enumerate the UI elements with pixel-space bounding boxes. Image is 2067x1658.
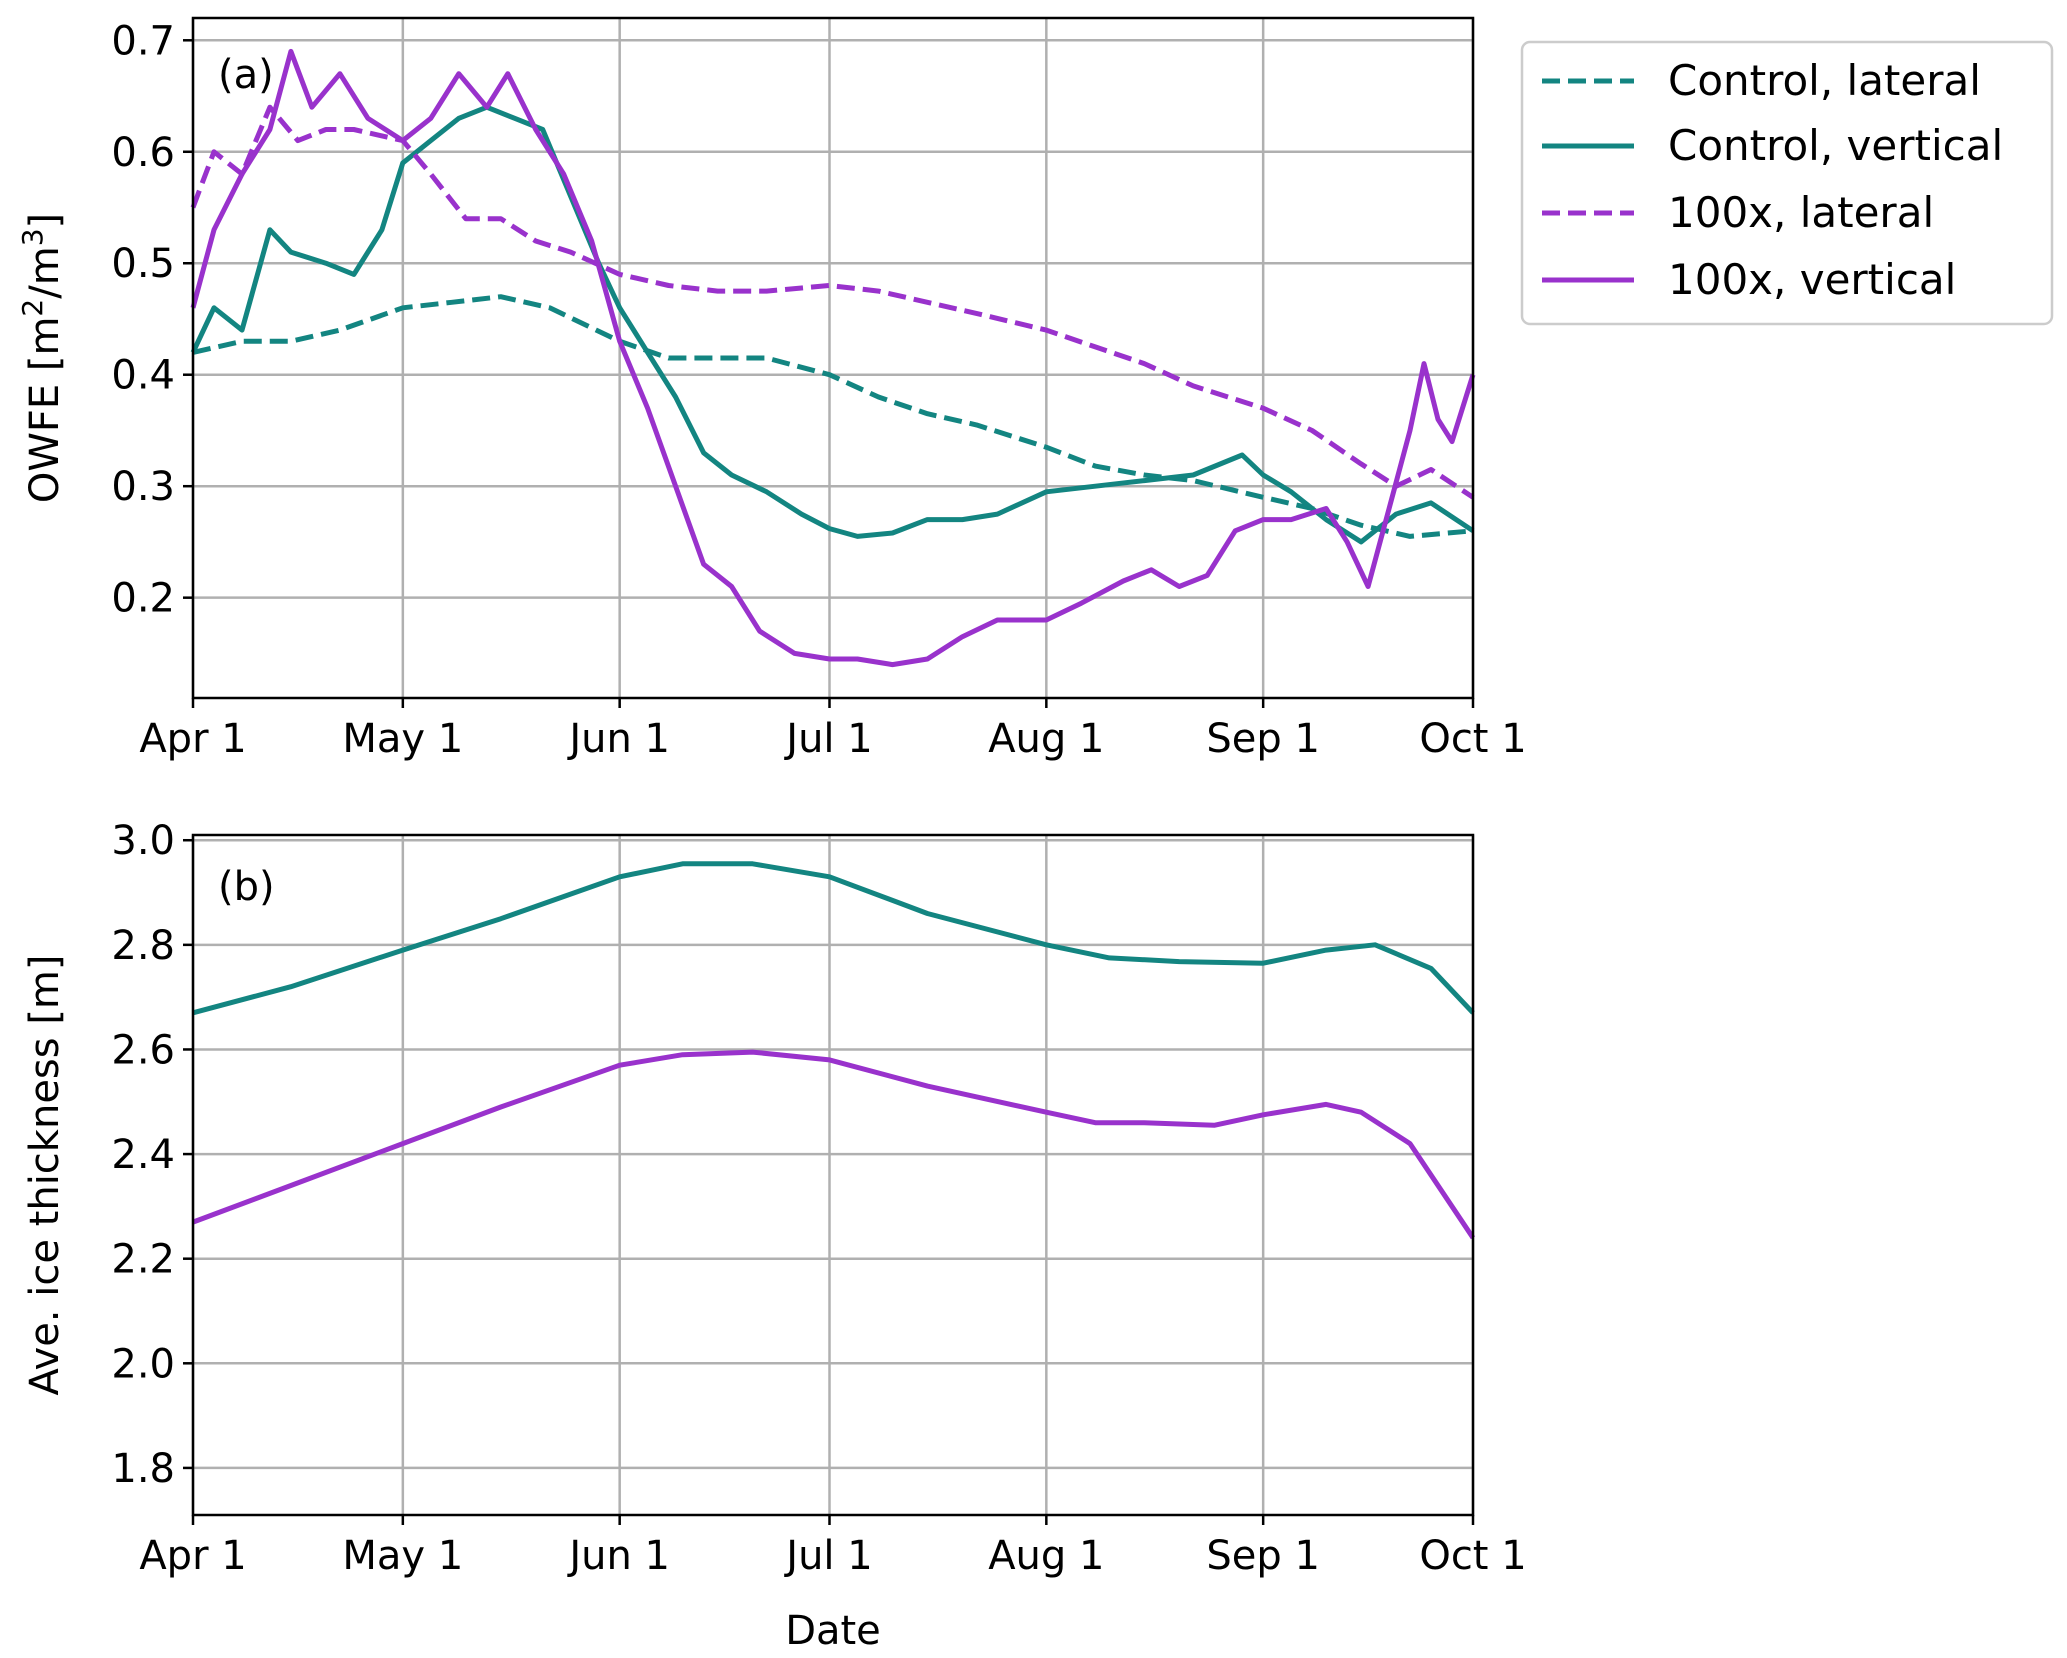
panel-a-grid: [191, 18, 1475, 698]
x-tick-label: Aug 1: [988, 1533, 1104, 1579]
x-tick-label: Oct 1: [1419, 1533, 1526, 1579]
legend-box: [1520, 40, 2054, 326]
panel-b-grid: [191, 835, 1475, 1515]
panel-b-y-axis-label: Ave. ice thickness [m]: [22, 955, 68, 1396]
ylabel-main: OWFE [m: [22, 317, 68, 504]
y-tick-label: 2.2: [111, 1237, 175, 1283]
panel-b-ticks: Apr 1 May 1 Jun 1 Jul 1 Aug 1 Sep 1 Oct 1 1.8 2.…: [111, 818, 1526, 1579]
ylabel-mid: /m: [22, 246, 68, 298]
panel-a-series: [190, 48, 1476, 668]
y-tick-label: 2.0: [111, 1341, 175, 1387]
panel-a-label: (a): [218, 52, 274, 98]
x-tick-label: Aug 1: [988, 716, 1104, 762]
x-tick-label: Jul 1: [783, 1533, 872, 1579]
x-tick-label: Apr 1: [139, 1533, 246, 1579]
y-tick-label: 0.4: [111, 353, 175, 399]
x-tick-label: Jul 1: [783, 716, 872, 762]
legend-label-100x-lateral: 100x, lateral: [1668, 188, 1934, 237]
x-tick-label: Sep 1: [1206, 716, 1320, 762]
panel-a-frame: [191, 16, 1475, 700]
y-tick-label: 2.4: [111, 1132, 175, 1178]
series-line-a-2: [190, 104, 1475, 500]
x-tick-label: Sep 1: [1206, 1533, 1320, 1579]
y-tick-label: 1.8: [111, 1446, 175, 1492]
x-tick-label: Jun 1: [566, 1533, 670, 1579]
y-tick-label: 0.6: [111, 130, 175, 176]
panel-b-frame: [191, 833, 1475, 1517]
y-tick-label: 2.6: [111, 1027, 175, 1073]
x-tick-label: May 1: [342, 716, 463, 762]
x-axis-label: Date: [785, 1608, 881, 1654]
y-tick-label: 0.3: [111, 464, 175, 510]
y-tick-label: 0.7: [111, 18, 175, 64]
ylabel-sup1: 2: [16, 299, 49, 317]
legend: Control, lateral Control, vertical 100x,…: [1520, 40, 2054, 326]
x-tick-label: Oct 1: [1419, 716, 1526, 762]
x-tick-label: Jun 1: [566, 716, 670, 762]
ylabel-sup2: 3: [16, 228, 49, 246]
panel-b: Apr 1 May 1 Jun 1 Jul 1 Aug 1 Sep 1 Oct 1 1.8 2.…: [22, 818, 1527, 1579]
panel-b-series: [192, 861, 1476, 1240]
series-line-a-0: [192, 294, 1474, 539]
legend-label-control-lateral: Control, lateral: [1668, 56, 1981, 105]
y-tick-label: 0.2: [111, 576, 175, 622]
series-line-a-3: [190, 48, 1476, 668]
series-line-b-0: [192, 861, 1475, 1016]
panel-a-ticks: Apr 1 May 1 Jun 1 Jul 1 Aug 1 Sep 1 Oct 1 0.2 0.…: [111, 18, 1526, 762]
series-line-a-1: [190, 104, 1475, 545]
ylabel-end: ]: [22, 213, 68, 229]
x-tick-label: May 1: [342, 1533, 463, 1579]
series-line-b-1: [192, 1049, 1476, 1240]
y-tick-label: 0.5: [111, 241, 175, 287]
legend-label-control-vertical: Control, vertical: [1668, 121, 2003, 170]
y-tick-label: 2.8: [111, 923, 175, 969]
x-tick-label: Apr 1: [139, 716, 246, 762]
legend-label-100x-vertical: 100x, vertical: [1668, 255, 1956, 304]
panel-a-y-axis-label: OWFE [m2/m3]: [16, 213, 69, 503]
panel-b-label: (b): [218, 864, 275, 910]
panel-a: Apr 1 May 1 Jun 1 Jul 1 Aug 1 Sep 1 Oct 1 0.2 0.…: [16, 16, 1527, 762]
y-tick-label: 3.0: [111, 818, 175, 864]
